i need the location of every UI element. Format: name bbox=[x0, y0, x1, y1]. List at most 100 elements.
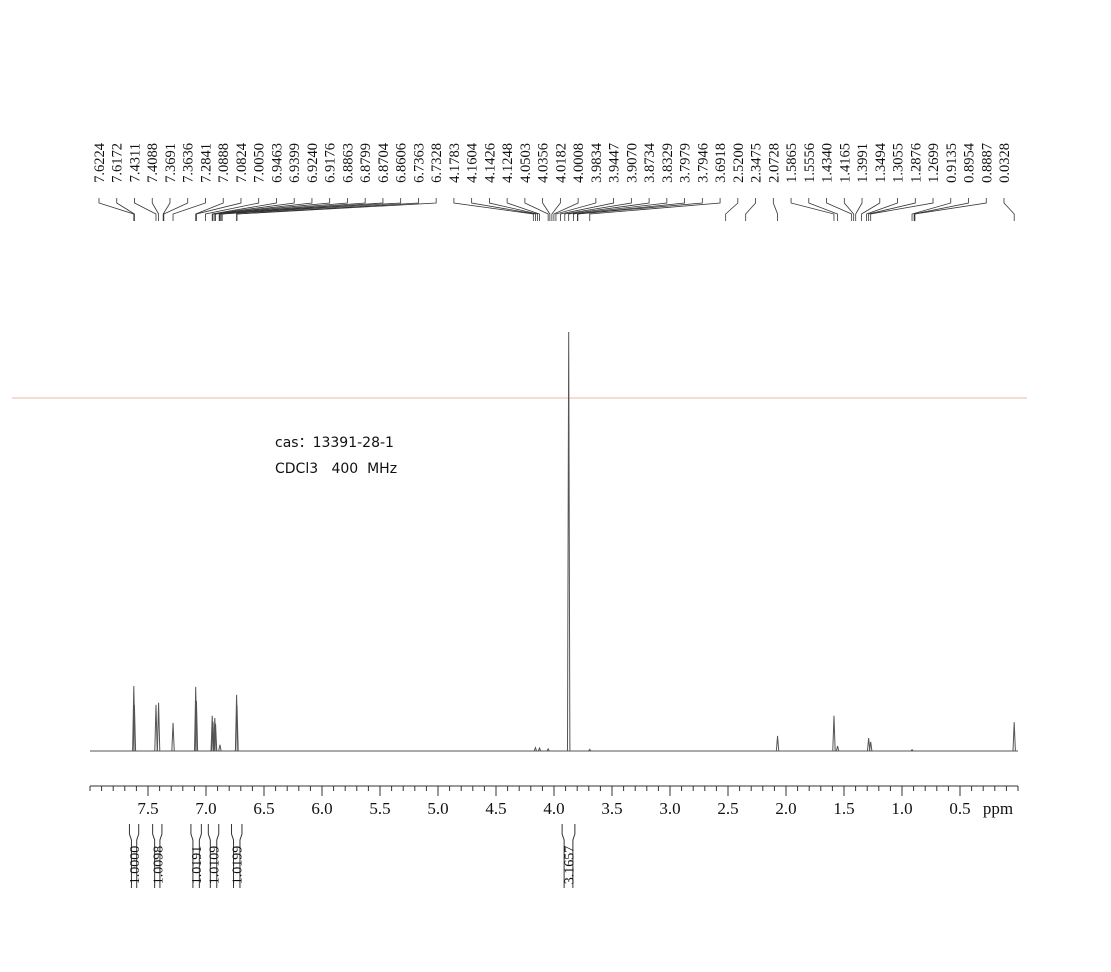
peak-label: 3.9447 bbox=[607, 143, 623, 183]
peak-leader bbox=[577, 198, 703, 221]
peak-leader bbox=[790, 198, 835, 221]
integral-label: 1.0191 bbox=[190, 846, 205, 885]
peak-label: 3.9070 bbox=[624, 143, 640, 183]
peak-leader bbox=[219, 198, 366, 221]
peak-leader bbox=[826, 198, 853, 221]
peak bbox=[775, 735, 780, 752]
peak bbox=[213, 717, 217, 752]
peak-label: 0.0328 bbox=[997, 143, 1013, 183]
x-tick-label: 5.5 bbox=[369, 799, 390, 818]
peak-leader bbox=[870, 198, 934, 221]
integral-label: 1.0109 bbox=[208, 846, 223, 885]
peak-label: 6.9463 bbox=[269, 143, 285, 183]
peak bbox=[218, 744, 222, 752]
peak-label: 7.4088 bbox=[145, 143, 161, 183]
peak-leader bbox=[212, 198, 295, 221]
peak-leader bbox=[471, 198, 536, 221]
peak-label: 7.3636 bbox=[181, 143, 197, 183]
integral-label: 1.0199 bbox=[231, 846, 246, 885]
annotation: CDCl3 400 MHz bbox=[275, 461, 397, 477]
peak-leader bbox=[542, 198, 551, 221]
peak-label: 4.0008 bbox=[571, 143, 587, 183]
peak-label: 1.5865 bbox=[784, 143, 800, 183]
x-tick-label: 6.0 bbox=[311, 799, 332, 818]
peak-label: 1.3494 bbox=[873, 142, 889, 183]
peak-leader bbox=[843, 198, 855, 221]
peak bbox=[171, 722, 175, 752]
peak-label: 6.9240 bbox=[305, 143, 321, 183]
peak bbox=[910, 749, 914, 752]
peak-leader bbox=[568, 198, 650, 221]
peak-label: 3.7946 bbox=[695, 143, 711, 183]
peak-label: 3.9834 bbox=[589, 142, 605, 183]
peak-leader bbox=[162, 198, 171, 221]
peak-leader bbox=[453, 198, 534, 221]
peak-label: 4.0503 bbox=[518, 143, 534, 183]
peak-leader bbox=[555, 198, 597, 221]
peak-label: 7.6172 bbox=[110, 143, 126, 183]
x-tick-label: 4.0 bbox=[543, 799, 564, 818]
x-tick-label: 7.0 bbox=[195, 799, 216, 818]
peak bbox=[1012, 722, 1016, 752]
peak-label: 4.0182 bbox=[553, 143, 569, 183]
peak-leader bbox=[195, 198, 224, 221]
peak-label: 0.8887 bbox=[979, 143, 995, 183]
integral-bracket bbox=[190, 824, 202, 888]
integral-bracket bbox=[207, 824, 220, 888]
integral-bracket bbox=[128, 824, 140, 888]
peak-leader bbox=[553, 198, 579, 221]
peak bbox=[866, 737, 871, 752]
peak-leader bbox=[488, 198, 538, 221]
peak-leader bbox=[236, 198, 437, 221]
peak bbox=[832, 715, 836, 752]
integral-label: 3.1657 bbox=[563, 846, 578, 885]
peak-leader bbox=[236, 198, 419, 221]
peak-leader bbox=[151, 198, 159, 221]
peak-leader bbox=[218, 198, 348, 221]
peak-label: 1.4165 bbox=[837, 143, 853, 183]
peak-label: 7.0824 bbox=[234, 142, 250, 183]
peak-leader bbox=[98, 198, 135, 221]
peak-leader bbox=[196, 198, 242, 221]
peak-leader bbox=[808, 198, 838, 221]
peak bbox=[533, 746, 538, 752]
peak-leader bbox=[725, 198, 739, 221]
x-tick-label: 1.5 bbox=[833, 799, 854, 818]
peak-leader bbox=[772, 198, 778, 221]
peak-label: 6.9399 bbox=[287, 143, 303, 183]
peak-leader bbox=[1003, 198, 1015, 221]
peak-label: 4.1604 bbox=[465, 142, 481, 183]
peak-leader bbox=[221, 198, 402, 221]
peak-label: 3.8329 bbox=[660, 143, 676, 183]
peak-label: 1.2699 bbox=[926, 143, 942, 183]
peak-label: 1.4340 bbox=[820, 143, 836, 183]
x-tick-label: 2.5 bbox=[717, 799, 738, 818]
peak-label: 7.0888 bbox=[216, 143, 232, 183]
peak-leader bbox=[861, 198, 881, 221]
peak-label: 3.7979 bbox=[678, 143, 694, 183]
x-tick-label: 4.5 bbox=[485, 799, 506, 818]
x-tick-label: 0.5 bbox=[949, 799, 970, 818]
x-tick-label: 2.0 bbox=[775, 799, 796, 818]
x-tick-label: 3.5 bbox=[601, 799, 622, 818]
peak-label: 1.3991 bbox=[855, 143, 871, 183]
peak-label: 4.1248 bbox=[500, 143, 516, 183]
peak-label: 4.1783 bbox=[447, 143, 463, 183]
peak-leader bbox=[134, 198, 157, 221]
peak-label: 1.2876 bbox=[908, 143, 924, 183]
peak-leader bbox=[855, 198, 863, 221]
integral-label: 1.0098 bbox=[151, 846, 166, 885]
peak-leader bbox=[215, 198, 331, 221]
peak-leader bbox=[564, 198, 632, 221]
peak-leader bbox=[172, 198, 206, 221]
peak-leader bbox=[866, 198, 898, 221]
peak bbox=[835, 745, 840, 752]
peak-leader bbox=[911, 198, 952, 221]
peak-leader bbox=[163, 198, 189, 221]
peak-label: 0.8954 bbox=[962, 142, 978, 183]
peak-label: 6.9176 bbox=[323, 143, 339, 183]
peak-label: 6.8606 bbox=[394, 143, 410, 183]
peak-leader bbox=[572, 198, 668, 221]
peak-label: 6.7328 bbox=[429, 143, 445, 183]
